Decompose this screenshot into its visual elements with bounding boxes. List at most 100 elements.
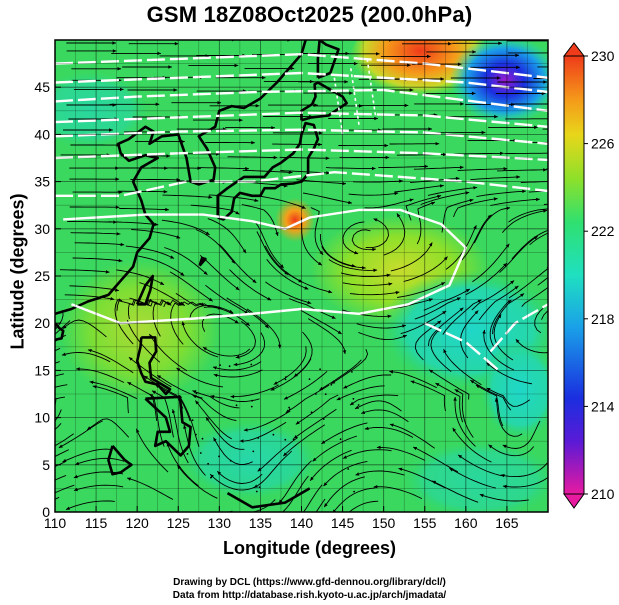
- streamline: [227, 156, 278, 159]
- streamline-arrow: [160, 281, 164, 285]
- streamline-arrow: [473, 225, 477, 230]
- streamline-arrow: [183, 425, 187, 429]
- streamline-arrow: [319, 386, 324, 391]
- streamline-arrow: [62, 458, 67, 462]
- streamline: [212, 361, 262, 371]
- streamline-arrow: [541, 91, 546, 96]
- streamline: [152, 299, 171, 337]
- streamline: [412, 446, 459, 473]
- streamline-arrow: [254, 198, 259, 202]
- streamline: [351, 229, 377, 251]
- streamline: [230, 384, 279, 398]
- streamline: [452, 427, 492, 463]
- contour-line: [63, 208, 467, 325]
- streamline: [414, 297, 461, 320]
- streamline: [541, 310, 548, 320]
- streamline-arrow: [293, 373, 298, 377]
- streamline-arrow: [271, 126, 275, 130]
- streamline-arrow: [479, 493, 484, 498]
- island-dot: [251, 399, 254, 402]
- streamline-arrow: [17, 390, 21, 393]
- chart-title: GSM 18Z08Oct2025 (200.0hPa): [146, 2, 473, 27]
- streamline-arrow: [551, 117, 555, 121]
- streamline: [331, 349, 369, 385]
- streamline-arrow: [231, 259, 235, 264]
- streamline-arrow: [157, 51, 161, 56]
- streamline-arrow: [279, 264, 284, 268]
- streamline-arrow: [73, 474, 78, 479]
- island-dot: [250, 363, 253, 366]
- streamline: [471, 280, 515, 311]
- colorbar: 230 226 222 218 214 210: [562, 42, 615, 509]
- streamline-arrow: [465, 289, 470, 293]
- streamline-arrow: [239, 439, 244, 443]
- streamline-arrow: [552, 207, 556, 210]
- streamline-arrow: [273, 155, 278, 160]
- streamline: [75, 457, 125, 465]
- streamline-arrow: [441, 282, 445, 286]
- streamline: [364, 426, 414, 438]
- streamline-arrow: [427, 54, 431, 59]
- streamline-arrow: [458, 454, 463, 459]
- streamline: [108, 221, 159, 226]
- streamline-arrow: [180, 302, 185, 306]
- streamline-arrow: [336, 396, 341, 401]
- streamline-arrow: [496, 76, 501, 80]
- colorbar-bar: [563, 55, 585, 495]
- streamline-arrow: [115, 205, 120, 209]
- streamline: [414, 320, 442, 361]
- streamline-arrow: [32, 430, 36, 433]
- streamline: [303, 484, 323, 512]
- x-tick-label: 110: [44, 515, 67, 531]
- streamline-arrow: [208, 297, 213, 302]
- streamline-arrow: [89, 380, 94, 384]
- streamline: [126, 477, 174, 500]
- streamline-arrow: [265, 324, 269, 329]
- contour-line: [424, 322, 500, 372]
- streamline-arrow: [477, 299, 482, 303]
- streamline: [348, 500, 379, 512]
- streamline: [356, 323, 406, 329]
- streamline: [235, 321, 256, 359]
- streamline-arrow: [32, 348, 36, 352]
- streamline: [515, 338, 548, 354]
- streamline: [55, 396, 65, 407]
- streamline-arrow: [212, 366, 217, 370]
- streamline-arrow: [120, 87, 124, 92]
- streamline-arrow: [361, 410, 366, 414]
- streamline: [257, 437, 298, 472]
- streamline-arrow: [349, 91, 353, 95]
- streamline-arrow: [210, 395, 215, 399]
- streamline-arrow: [456, 297, 461, 301]
- streamline-arrow: [510, 280, 515, 285]
- streamline-arrow: [284, 271, 289, 275]
- streamline: [64, 294, 115, 300]
- streamline-arrow: [285, 409, 290, 413]
- streamline: [361, 409, 409, 423]
- streamline-arrow: [75, 461, 80, 465]
- streamline-arrow: [293, 435, 298, 439]
- colorbar-label: 230: [591, 48, 615, 64]
- streamline: [161, 219, 210, 236]
- lat-lon-grid: [55, 40, 548, 512]
- streamline: [501, 209, 548, 233]
- streamline: [209, 473, 256, 491]
- streamline: [151, 167, 202, 169]
- streamline-arrow: [205, 417, 210, 421]
- streamline: [116, 269, 165, 286]
- streamline: [55, 474, 67, 481]
- streamline-arrow: [376, 445, 381, 450]
- streamline: [389, 423, 435, 449]
- streamline-arrow: [439, 184, 444, 188]
- streamline-arrow: [203, 271, 208, 275]
- streamline: [203, 306, 250, 327]
- streamline: [257, 195, 306, 209]
- streamline-arrow: [149, 298, 154, 302]
- streamline: [323, 460, 368, 487]
- streamline-arrow: [105, 270, 110, 274]
- streamline-arrow: [460, 102, 464, 106]
- streamline-arrow: [502, 484, 507, 489]
- streamline: [166, 442, 199, 487]
- streamline-arrow: [398, 467, 403, 471]
- streamline: [117, 190, 168, 193]
